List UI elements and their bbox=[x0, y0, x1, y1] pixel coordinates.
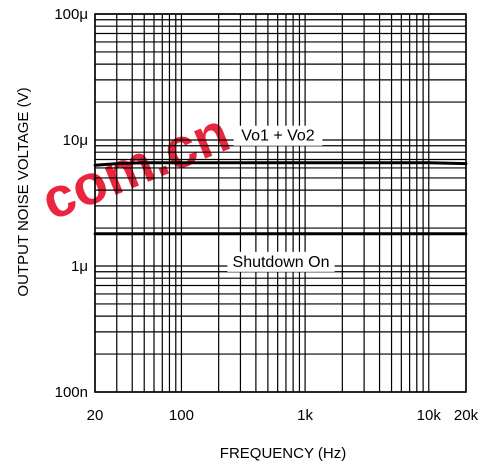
series-point bbox=[142, 232, 146, 236]
series-point bbox=[266, 161, 270, 165]
series-point bbox=[303, 232, 307, 236]
series-point bbox=[217, 232, 221, 236]
series-point bbox=[180, 232, 183, 236]
x-tick-label: 100 bbox=[169, 407, 194, 424]
watermark: com.cn bbox=[32, 100, 237, 232]
series-point bbox=[217, 161, 221, 165]
series-point bbox=[115, 232, 119, 236]
series-point bbox=[464, 232, 468, 236]
series-point bbox=[427, 232, 431, 236]
annotations: Vo1 + Vo2 Shutdown On bbox=[227, 125, 335, 272]
series-point bbox=[427, 161, 431, 165]
series-point bbox=[464, 162, 468, 165]
y-tick-label: 1μ bbox=[71, 258, 88, 275]
x-tick-label: 1k bbox=[297, 407, 313, 424]
x-tick-label: 20k bbox=[454, 407, 479, 424]
series-group bbox=[93, 161, 468, 236]
x-tick-label: 10k bbox=[417, 407, 442, 424]
series-point bbox=[390, 161, 393, 165]
y-tick-label: 100n bbox=[55, 384, 88, 401]
series-point bbox=[93, 163, 97, 167]
x-axis-title: FREQUENCY (Hz) bbox=[220, 445, 346, 462]
series-point bbox=[303, 161, 307, 165]
annotation-bg bbox=[227, 251, 335, 272]
y-tick-label: 100μ bbox=[54, 6, 88, 23]
series-point bbox=[340, 232, 344, 236]
y-tick-label: 10μ bbox=[63, 132, 88, 149]
series-point bbox=[115, 162, 119, 165]
series-point bbox=[142, 161, 146, 165]
watermark-text: com.cn bbox=[32, 100, 237, 232]
series-point bbox=[390, 232, 393, 236]
series-point bbox=[340, 161, 344, 165]
tick-labels: 20 100 1k 10k 20k 100n 1μ 10μ 100μ bbox=[54, 6, 478, 424]
grid bbox=[94, 13, 467, 393]
y-axis-title: OUTPUT NOISE VOLTAGE (V) bbox=[15, 87, 32, 296]
x-tick-label: 20 bbox=[87, 407, 104, 424]
series-point bbox=[180, 161, 183, 165]
annotation-label: Shutdown On bbox=[233, 254, 330, 271]
series-point bbox=[266, 232, 270, 236]
series-point bbox=[93, 232, 97, 236]
annotation-bg bbox=[233, 125, 323, 146]
plot-frame bbox=[94, 13, 467, 393]
annotation-label: Vo1 + Vo2 bbox=[241, 128, 315, 145]
